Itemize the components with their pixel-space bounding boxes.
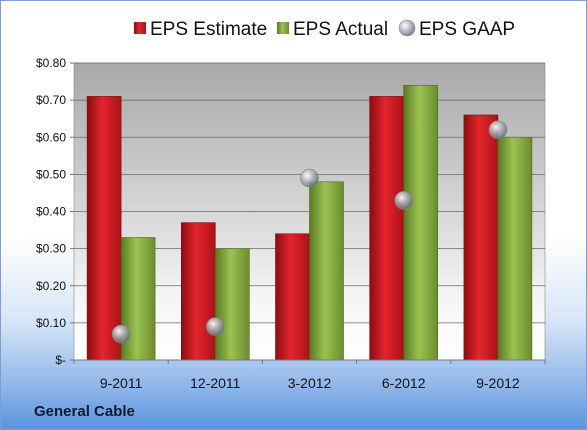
legend-marker-eps-gaap (398, 19, 416, 37)
marker-eps-gaap (206, 317, 225, 336)
marker-eps-gaap (300, 168, 319, 188)
company-label: General Cable (34, 403, 135, 420)
y-tick-label: $0.70 (36, 93, 66, 107)
x-category-label: 12-2011 (190, 375, 241, 391)
y-tick-label: $0.80 (36, 56, 66, 70)
marker-eps-gaap (394, 191, 414, 210)
legend-swatch-eps-estimate (134, 22, 146, 34)
gaap-markers (111, 120, 508, 344)
y-tick-label: $0.50 (36, 167, 66, 181)
y-tick-label: $0.40 (36, 205, 66, 219)
legend-label-eps-actual: EPS Actual (293, 19, 388, 40)
y-tick-label: $- (55, 353, 66, 367)
x-category-label: 9-2012 (476, 375, 520, 391)
legend-label-eps-estimate: EPS Estimate (150, 19, 267, 40)
legend-label-eps-gaap: EPS GAAP (419, 19, 515, 40)
y-tick-label: $0.20 (36, 279, 66, 293)
x-category-label: 6-2012 (382, 375, 426, 391)
legend: EPS Estimate EPS Actual EPS GAAP (134, 19, 515, 40)
legend-swatch-eps-actual (277, 22, 289, 34)
bar-eps-actual (309, 181, 344, 361)
bar-eps-actual (215, 248, 250, 361)
x-axis-categories: 9-2011 12-2011 3-2012 6-2012 9-2012 (73, 360, 546, 391)
x-category-label: 9-2011 (100, 375, 143, 391)
bar-eps-estimate (86, 96, 122, 361)
y-axis-ticks: $- $0.10 $0.20 $0.30 $0.40 $0.50 $0.60 $0.70 $0.… (36, 56, 74, 367)
bar-eps-actual (403, 84, 439, 361)
bar-eps-estimate (181, 222, 216, 361)
bar-eps-estimate (369, 96, 405, 361)
y-tick-label: $0.60 (36, 130, 66, 144)
y-tick-label: $0.10 (36, 316, 66, 330)
bar-eps-estimate (463, 114, 499, 361)
bar-eps-estimate (275, 233, 310, 361)
marker-eps-gaap (111, 324, 131, 344)
bar-eps-actual (497, 136, 533, 361)
bars (86, 84, 533, 361)
x-category-label: 3-2012 (288, 375, 332, 391)
y-tick-label: $0.30 (36, 242, 66, 256)
marker-eps-gaap (488, 120, 508, 140)
